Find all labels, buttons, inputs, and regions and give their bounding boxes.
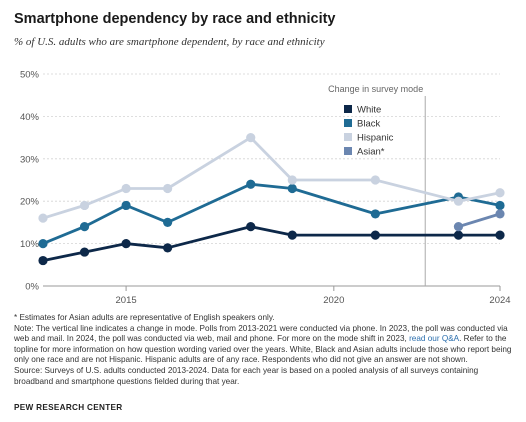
y-tick-label: 50% — [20, 70, 40, 81]
data-point — [163, 183, 173, 194]
data-point — [495, 188, 505, 198]
chart-title: Smartphone dependency by race and ethnic… — [14, 11, 336, 27]
data-point — [163, 217, 173, 227]
y-tick-label: 30% — [20, 154, 40, 165]
y-tick-label: 40% — [20, 112, 40, 123]
data-point — [287, 175, 297, 185]
data-point — [453, 196, 464, 206]
legend-swatch — [344, 133, 352, 141]
data-point — [246, 133, 256, 143]
data-point — [38, 213, 48, 223]
legend-swatch — [344, 105, 352, 113]
mode-change-label: Change in survey mode — [328, 84, 423, 94]
data-point — [246, 222, 256, 232]
data-point — [79, 200, 90, 211]
x-tick-label: 2020 — [323, 295, 344, 306]
mode-note: Note: The vertical line indicates a chan… — [14, 324, 514, 366]
mode-note-text-2: . Refer to the topline for more informat… — [14, 334, 512, 365]
line-chart: 0% 10% 20% 30% 40% 50% 2015 2020 2024 Change in s… — [20, 70, 511, 307]
data-point — [287, 230, 297, 240]
chart-notes: * Estimates for Asian adults are represe… — [14, 313, 514, 387]
series-line-asian — [457, 212, 502, 229]
qa-link[interactable]: read our Q&A — [409, 334, 460, 344]
y-tick-label: 20% — [20, 197, 40, 208]
data-point — [495, 209, 505, 219]
data-point — [163, 243, 173, 253]
mode-note-text: Note: The vertical line indicates a chan… — [14, 323, 508, 344]
data-point — [370, 230, 380, 240]
data-point — [495, 230, 505, 240]
legend-swatch — [344, 119, 352, 127]
source-note: Source: Surveys of U.S. adults conducted… — [14, 365, 479, 386]
data-point — [246, 179, 256, 189]
legend-label: Black — [357, 119, 380, 130]
data-point — [121, 200, 131, 211]
data-point — [38, 239, 48, 249]
legend-label: Hispanic — [357, 133, 394, 144]
chart-subtitle: % of U.S. adults who are smartphone depe… — [14, 36, 325, 48]
data-point — [370, 209, 380, 219]
data-point — [370, 175, 380, 185]
y-tick-label: 10% — [20, 239, 40, 250]
legend-swatch — [344, 147, 352, 155]
legend-label: Asian* — [357, 147, 385, 158]
data-point — [453, 222, 464, 232]
legend-label: White — [357, 105, 381, 116]
series-line-hispanic — [41, 136, 502, 220]
pew-footer: PEW RESEARCH CENTER — [14, 403, 123, 412]
data-point — [38, 255, 48, 266]
data-point — [495, 200, 505, 211]
data-point — [121, 239, 131, 249]
data-point — [121, 183, 131, 194]
data-point — [79, 247, 90, 257]
data-point — [453, 230, 464, 240]
x-tick-label: 2024 — [489, 295, 510, 306]
y-tick-label: 0% — [25, 282, 39, 293]
asterisk-note: * Estimates for Asian adults are represe… — [14, 313, 275, 322]
data-point — [79, 222, 90, 232]
data-point — [287, 183, 297, 194]
x-tick-label: 2015 — [116, 295, 137, 306]
